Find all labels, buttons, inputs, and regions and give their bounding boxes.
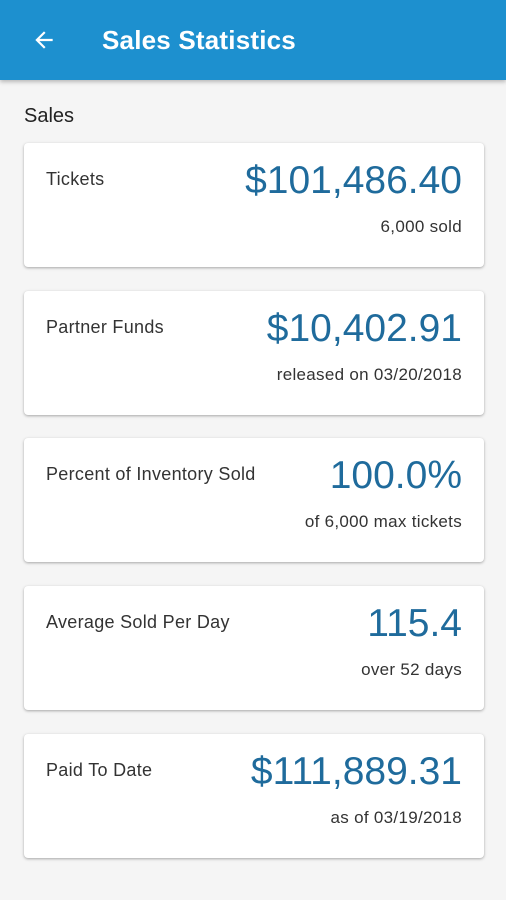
card-subtext: of 6,000 max tickets [304, 512, 462, 531]
card-subtext: over 52 days [361, 660, 462, 679]
card-value: 115.4 [367, 602, 462, 645]
card-partner-funds[interactable]: Partner Funds $10,402.91 released on 03/… [24, 291, 484, 415]
card-subtext: 6,000 sold [380, 217, 462, 236]
card-label: Paid To Date [46, 760, 153, 780]
card-value: $10,402.91 [266, 307, 462, 350]
card-value: $111,889.31 [250, 750, 462, 793]
card-paid-to-date[interactable]: Paid To Date $111,889.31 as of 03/19/201… [24, 734, 484, 858]
card-label: Partner Funds [46, 317, 164, 337]
card-percent-inventory-sold[interactable]: Percent of Inventory Sold 100.0% of 6,00… [24, 438, 484, 562]
app-bar: Sales Statistics [0, 0, 506, 80]
arrow-back-icon [35, 31, 53, 49]
card-subtext: released on 03/20/2018 [276, 365, 462, 384]
card-tickets[interactable]: Tickets $101,486.40 6,000 sold [24, 143, 484, 267]
card-value: $101,486.40 [245, 159, 462, 202]
card-label: Average Sold Per Day [46, 612, 230, 632]
card-value: 100.0% [329, 454, 462, 497]
card-subtext: as of 03/19/2018 [330, 808, 462, 827]
card-label: Percent of Inventory Sold [46, 464, 256, 484]
card-label: Tickets [46, 169, 105, 189]
back-button[interactable] [22, 18, 66, 62]
section-label-sales: Sales [24, 105, 75, 127]
page-title: Sales Statistics [102, 25, 296, 55]
card-average-sold-per-day[interactable]: Average Sold Per Day 115.4 over 52 days [24, 586, 484, 710]
